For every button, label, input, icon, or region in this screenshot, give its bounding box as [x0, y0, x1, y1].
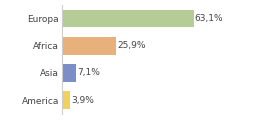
Bar: [62, 64, 76, 82]
Text: 3,9%: 3,9%: [71, 96, 94, 105]
Text: 63,1%: 63,1%: [195, 14, 223, 23]
Text: 7,1%: 7,1%: [78, 69, 101, 78]
Bar: [62, 91, 70, 109]
Bar: [62, 10, 193, 27]
Bar: [62, 37, 116, 55]
Text: 25,9%: 25,9%: [117, 41, 146, 50]
